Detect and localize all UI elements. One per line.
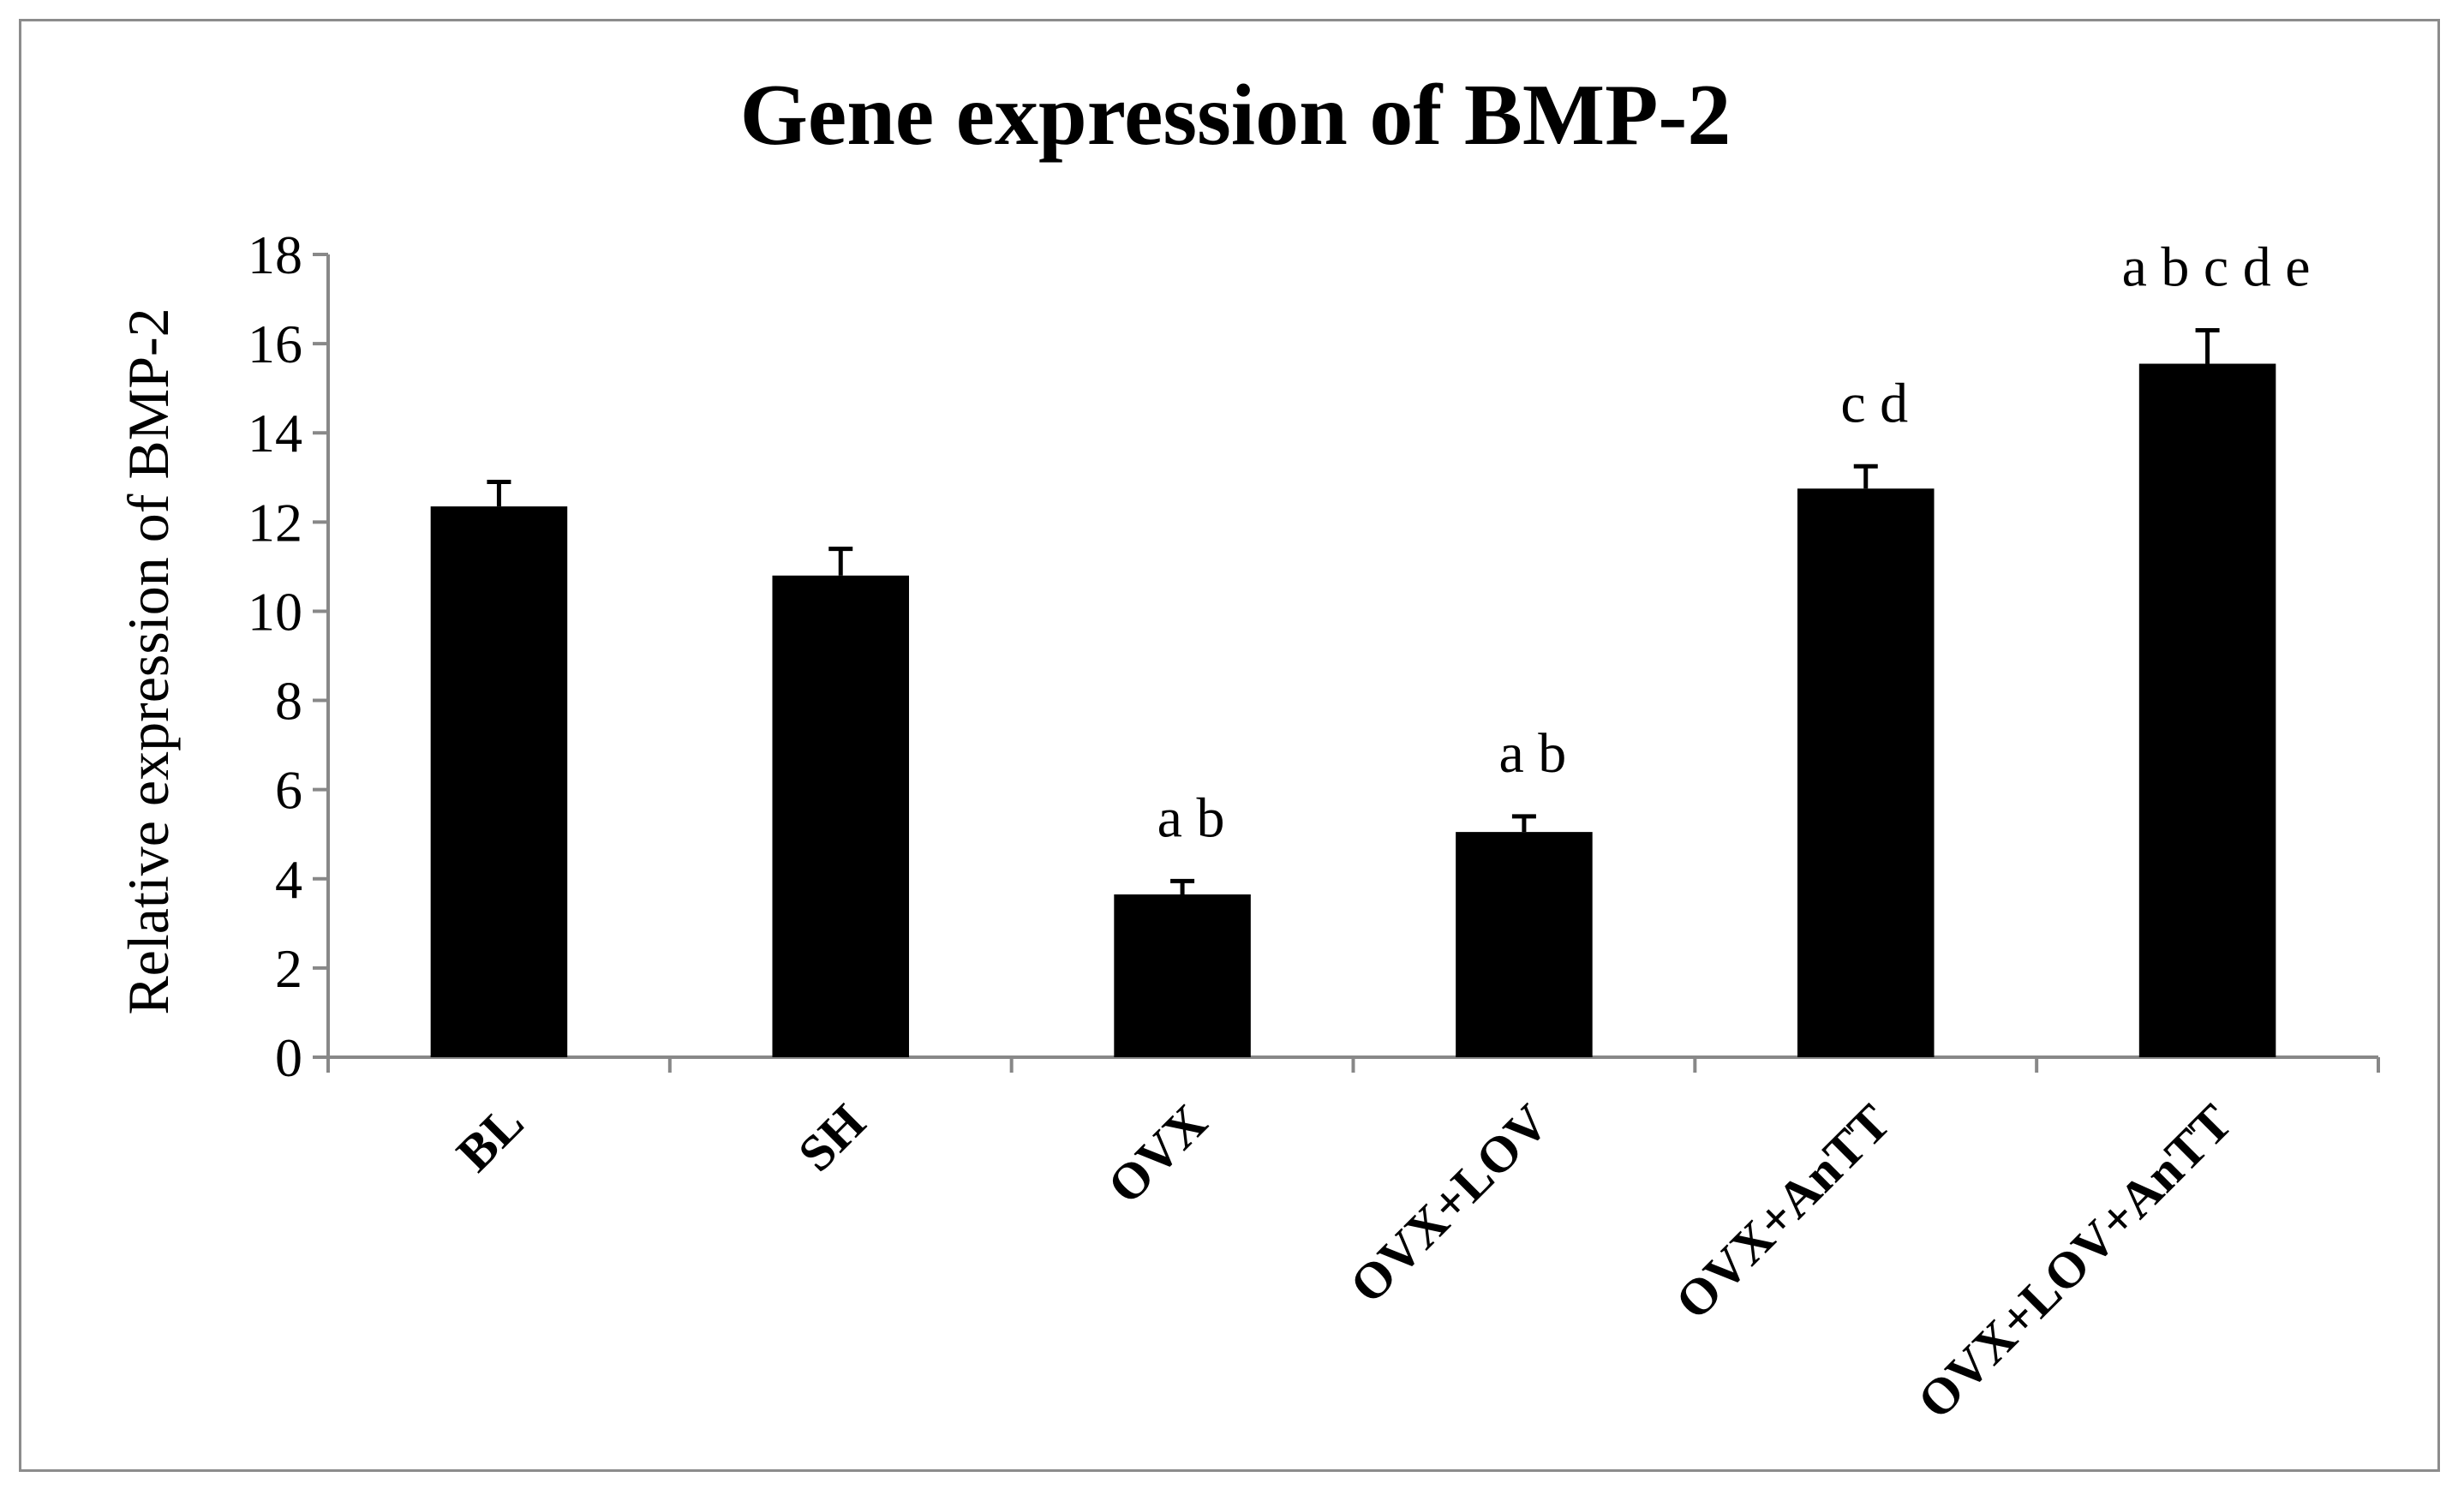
annotation-4: c d	[1840, 372, 1908, 434]
y-tick-label-12: 12	[248, 492, 302, 553]
bar-0	[430, 506, 568, 1057]
y-tick-label-2: 2	[275, 938, 302, 999]
y-tick-label-10: 10	[248, 581, 302, 642]
bar-2	[1114, 894, 1251, 1057]
y-tick-label-6: 6	[275, 760, 302, 821]
bar-3	[1456, 832, 1593, 1057]
chart-frame	[19, 19, 2440, 1472]
chart-title: Gene expression of BMP-2	[740, 67, 1731, 164]
annotation-3: a b	[1499, 722, 1567, 785]
y-tick-label-4: 4	[275, 849, 302, 910]
y-tick-label-14: 14	[248, 403, 302, 463]
y-tick-label-8: 8	[275, 671, 302, 732]
plot-area: 0 2 4 6 8 10 12 14 16 18 BL SH a b OVX a b OVX+LOV c d OV…	[248, 224, 2380, 1430]
x-tick-label-2: OVX	[1097, 1094, 1217, 1215]
y-tick-label-0: 0	[275, 1027, 302, 1088]
bar-1	[772, 575, 910, 1057]
y-tick-label-16: 16	[248, 314, 302, 374]
x-tick-label-5: OVX+LOV+AnTT	[1907, 1094, 2243, 1430]
x-tick-label-1: SH	[787, 1094, 876, 1182]
x-tick-label-0: BL	[446, 1094, 534, 1182]
annotation-5: a b c d e	[2122, 236, 2311, 298]
x-tick-label-3: OVX+LOV	[1339, 1094, 1559, 1314]
y-axis-label: Relative expression of BMP-2	[116, 308, 181, 1014]
annotation-2: a b	[1157, 786, 1225, 849]
bar-4	[1797, 488, 1935, 1057]
bar-5	[2138, 363, 2276, 1057]
x-tick-label-4: OVX+AnTT	[1665, 1094, 1901, 1331]
y-tick-label-18: 18	[248, 224, 302, 285]
